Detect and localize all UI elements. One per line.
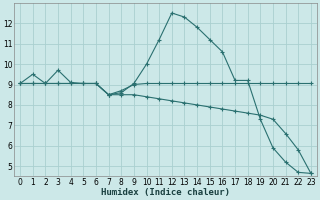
X-axis label: Humidex (Indice chaleur): Humidex (Indice chaleur) (101, 188, 230, 197)
